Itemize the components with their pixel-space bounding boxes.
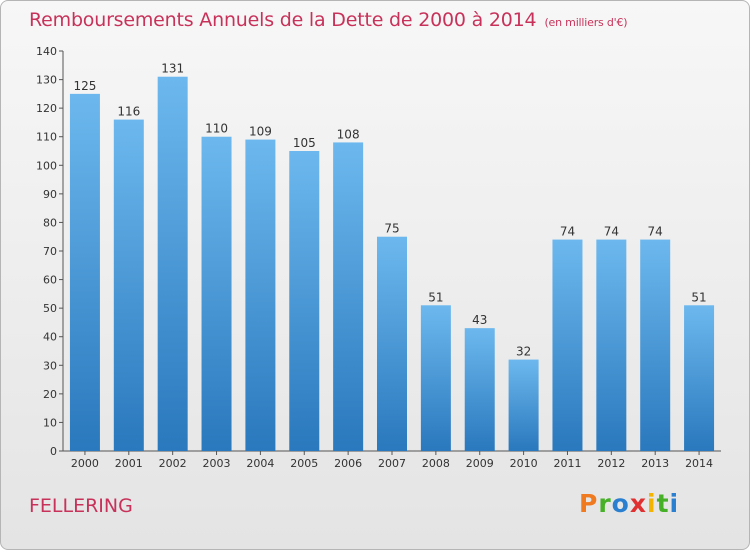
- y-tick-label: 40: [43, 331, 57, 344]
- x-tick-label: 2005: [290, 457, 318, 470]
- bar: [113, 119, 144, 452]
- y-tick-label: 20: [43, 388, 57, 401]
- bar-value-label: 116: [117, 105, 140, 119]
- bar-value-label: 74: [648, 225, 663, 239]
- x-tick-label: 2008: [422, 457, 450, 470]
- x-tick-label: 2001: [115, 457, 143, 470]
- x-tick-label: 2009: [466, 457, 494, 470]
- x-tick-label: 2006: [334, 457, 362, 470]
- bar-value-label: 32: [516, 345, 531, 359]
- bar-value-label: 108: [337, 127, 360, 141]
- bar: [552, 239, 583, 451]
- y-tick-label: 80: [43, 216, 57, 229]
- y-tick-label: 30: [43, 359, 57, 372]
- bar-value-label: 43: [472, 313, 487, 327]
- chart-title-text: Remboursements Annuels de la Dette de 20…: [29, 9, 537, 31]
- x-tick-label: 2007: [378, 457, 406, 470]
- x-tick-label: 2010: [510, 457, 538, 470]
- y-tick-label: 140: [36, 45, 57, 58]
- logo-letter: t: [656, 489, 670, 518]
- bar: [596, 239, 627, 451]
- bar: [69, 93, 100, 451]
- y-tick-label: 110: [36, 131, 57, 144]
- bar: [157, 76, 188, 451]
- bar: [333, 142, 364, 451]
- y-tick-label: 50: [43, 302, 57, 315]
- bar-value-label: 74: [604, 225, 619, 239]
- logo-letter: o: [611, 489, 630, 518]
- bar: [377, 236, 407, 451]
- bar-value-label: 110: [205, 122, 228, 136]
- x-tick-label: 2012: [597, 457, 625, 470]
- bar-value-label: 125: [73, 79, 96, 93]
- bar-value-label: 51: [428, 290, 443, 304]
- x-tick-label: 2013: [641, 457, 669, 470]
- bar-value-label: 75: [384, 222, 399, 236]
- bar: [201, 136, 232, 451]
- bar: [289, 151, 320, 451]
- bar-value-label: 109: [249, 125, 272, 139]
- y-tick-label: 0: [50, 445, 57, 458]
- logo-letter: x: [629, 489, 647, 518]
- y-tick-label: 100: [36, 159, 57, 172]
- y-tick-label: 120: [36, 102, 57, 115]
- chart-unit: (en milliers d'€): [544, 16, 628, 29]
- x-tick-label: 2000: [71, 457, 99, 470]
- bar: [508, 359, 539, 451]
- x-tick-label: 2002: [159, 457, 187, 470]
- bar: [420, 305, 451, 451]
- x-tick-label: 2014: [685, 457, 713, 470]
- y-tick-label: 130: [36, 74, 57, 87]
- bar-value-label: 105: [293, 136, 316, 150]
- chart-title: Remboursements Annuels de la Dette de 20…: [29, 9, 628, 31]
- bar-value-label: 74: [560, 225, 575, 239]
- commune-name: FELLERING: [29, 495, 133, 517]
- logo-letter: P: [579, 489, 599, 518]
- x-tick-label: 2004: [246, 457, 274, 470]
- bar-value-label: 131: [161, 62, 184, 76]
- y-tick-label: 70: [43, 245, 57, 258]
- y-tick-label: 60: [43, 274, 57, 287]
- logo-letter: i: [669, 489, 680, 518]
- bar: [245, 139, 276, 452]
- bar: [464, 328, 495, 451]
- bar: [684, 305, 715, 451]
- x-tick-label: 2011: [553, 457, 581, 470]
- logo-letter: i: [647, 489, 657, 518]
- x-tick-label: 2003: [203, 457, 231, 470]
- bar-value-label: 51: [691, 290, 706, 304]
- y-tick-label: 10: [43, 416, 57, 429]
- logo-letter: r: [598, 489, 612, 518]
- y-tick-label: 90: [43, 188, 57, 201]
- bar: [640, 239, 671, 451]
- proxiti-logo: Proxiti: [579, 489, 679, 518]
